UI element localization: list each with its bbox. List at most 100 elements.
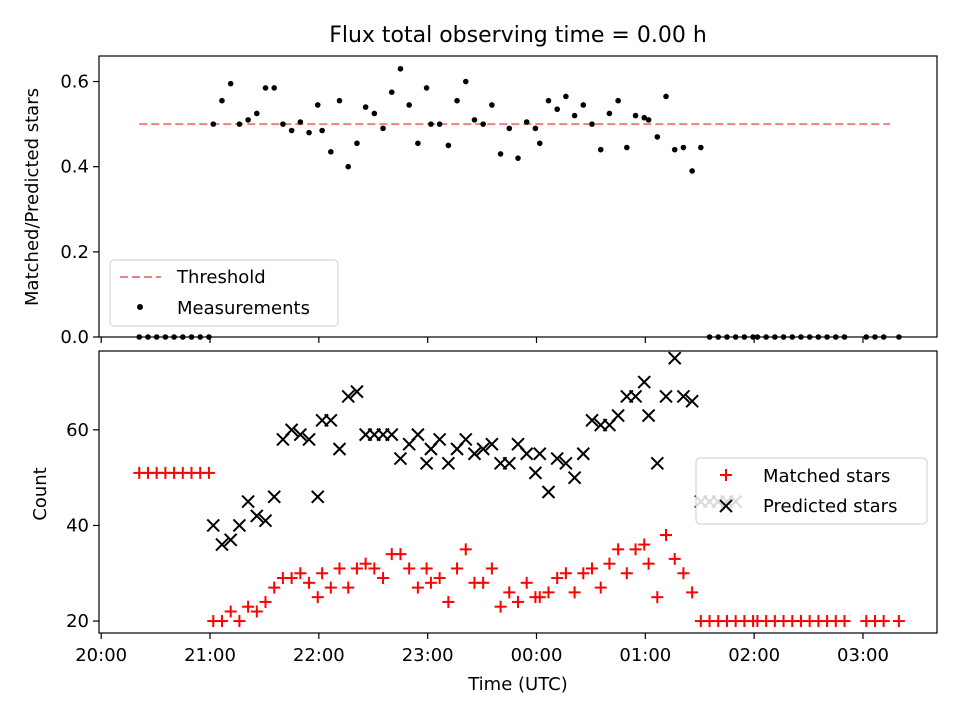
measurement-point <box>663 93 669 100</box>
measurement-point <box>654 134 661 140</box>
measurement-point <box>423 85 430 91</box>
measurement-point <box>471 117 478 123</box>
predicted-star-point <box>332 442 347 456</box>
x-tick-label: 23:00 <box>402 645 454 666</box>
legend-measurements-label: Measurements <box>177 298 310 319</box>
legend-matched-label: Matched stars <box>763 466 890 487</box>
predicted-star-point <box>528 466 543 480</box>
measurement-point <box>454 97 460 104</box>
top-y-tick-label: 0.4 <box>60 157 89 178</box>
matched-star-point <box>638 538 651 551</box>
matched-star-point <box>629 543 642 556</box>
measurement-point <box>219 97 225 104</box>
predicted-star-point <box>567 470 582 485</box>
bottom-y-tick-label: 40 <box>66 515 89 536</box>
top-y-tick-label: 0.6 <box>60 72 89 93</box>
predicted-star-point <box>676 389 691 404</box>
matched-star-point <box>494 600 507 613</box>
measurement-point <box>297 119 304 125</box>
matched-star-point <box>459 543 472 556</box>
measurement-point <box>306 129 312 136</box>
x-tick-label: 00:00 <box>511 645 563 666</box>
predicted-star-point <box>467 447 482 461</box>
matched-star-point <box>533 591 546 604</box>
matched-star-point <box>324 581 337 594</box>
matched-star-point <box>442 595 455 608</box>
matched-star-point <box>520 576 533 589</box>
bottom-legend-box <box>695 457 928 525</box>
measurement-point <box>515 155 521 161</box>
predicted-star-point <box>324 413 338 428</box>
predicted-star-point <box>476 442 490 456</box>
measurement-point <box>380 125 386 132</box>
matched-star-point <box>642 557 655 570</box>
predicted-star-point <box>585 413 599 428</box>
legend-measurements-swatch <box>137 304 143 310</box>
matched-star-point <box>594 581 607 594</box>
predicted-star-point <box>628 389 643 404</box>
x-axis-label: Time (UTC) <box>467 674 568 695</box>
matched-star-point <box>877 615 890 628</box>
predicted-star-point <box>459 432 473 447</box>
measurement-point <box>641 114 648 121</box>
predicted-star-point <box>485 437 499 451</box>
measurement-point <box>445 142 452 149</box>
predicted-star-point <box>215 537 229 552</box>
bottom-panel: 20 40 60 20:00 21:00 22:00 23:00 00:00 01:00 02:0… <box>30 350 938 695</box>
measurement-point <box>388 89 395 95</box>
predicted-star-point <box>659 389 673 404</box>
matched-star-point <box>512 595 524 608</box>
predicted-star-point <box>641 408 656 423</box>
matched-star-point <box>377 572 390 585</box>
matched-star-point <box>892 615 905 628</box>
top-y-tick-label: 0.0 <box>60 327 89 348</box>
predicted-star-point <box>223 533 238 547</box>
matched-star-point <box>603 557 616 570</box>
measurement-point <box>345 163 352 170</box>
measurement-point <box>545 97 552 104</box>
measurement-point <box>314 102 321 108</box>
predicted-star-point <box>206 518 220 533</box>
matched-star-point <box>342 581 355 594</box>
matched-star-point <box>403 562 416 575</box>
matched-star-point <box>333 562 346 575</box>
predicted-star-point <box>650 456 665 471</box>
predicted-star-point <box>668 351 682 365</box>
predicted-star-point <box>385 427 399 442</box>
measurement-point <box>489 102 495 108</box>
measurement-point <box>506 125 513 132</box>
legend-predicted-swatch <box>719 499 733 513</box>
measurement-point <box>245 117 251 123</box>
predicted-star-point <box>541 485 556 499</box>
matched-star-point <box>303 576 316 589</box>
matched-star-point <box>677 567 690 580</box>
bottom-y-tick-label: 60 <box>66 420 89 441</box>
x-tick-label: 22:00 <box>293 645 345 666</box>
matched-star-point <box>620 567 633 580</box>
measurement-point <box>536 140 543 147</box>
matched-star-point <box>686 586 699 599</box>
predicted-star-point <box>411 427 425 442</box>
measurement-point <box>606 110 613 117</box>
measurement-point <box>597 146 604 153</box>
measurement-point <box>328 148 334 155</box>
top-axis-ticks: 0.0 0.2 0.4 0.6 <box>60 72 864 348</box>
matched-star-point <box>411 581 424 594</box>
top-panel: 0.0 0.2 0.4 0.6 Matched/Predicted stars Thr… <box>22 55 938 348</box>
matched-star-point <box>294 567 307 580</box>
matched-star-point <box>838 615 851 628</box>
matched-star-point <box>368 562 381 575</box>
predicted-star-point <box>533 447 547 461</box>
x-tick-label: 21:00 <box>184 645 236 666</box>
measurement-point <box>680 144 687 151</box>
predicted-star-point <box>284 423 299 437</box>
measurement-point <box>271 85 278 91</box>
predicted-star-point <box>432 432 447 447</box>
measurement-point <box>571 112 578 119</box>
predicted-star-point <box>232 518 247 533</box>
bottom-y-tick-label: 20 <box>66 611 89 632</box>
predicted-star-point <box>341 389 355 404</box>
measurement-point <box>236 121 243 127</box>
predicted-star-point <box>419 456 434 471</box>
